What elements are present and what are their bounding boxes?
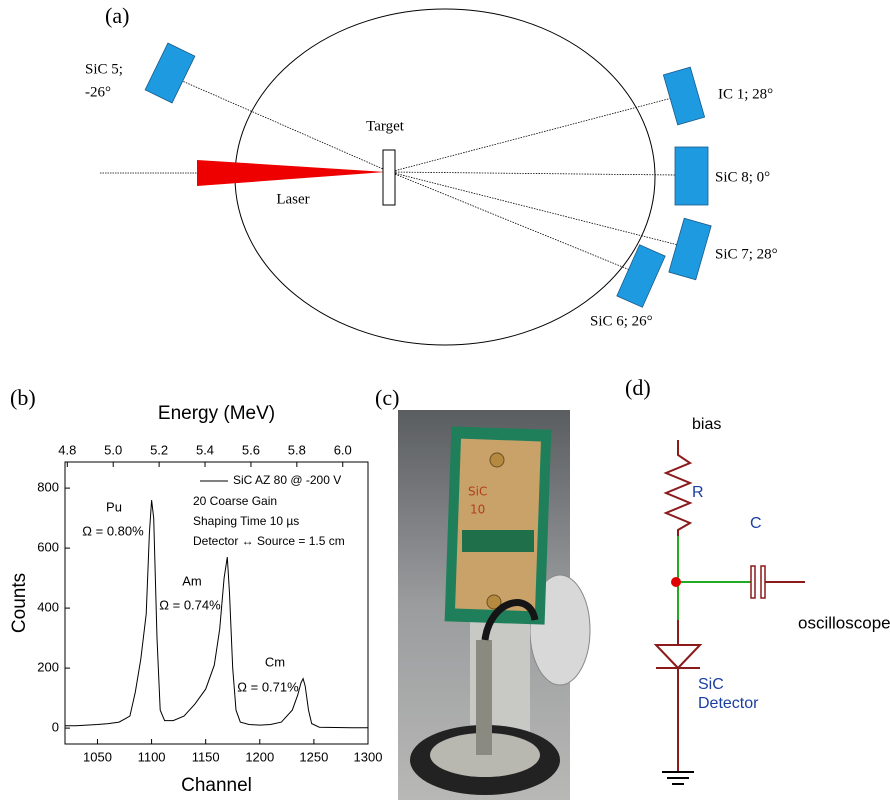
detector — [662, 66, 706, 126]
x2-tick-label: 4.8 — [58, 442, 76, 457]
y-tick-label: 800 — [37, 480, 59, 495]
note: 20 Coarse Gain — [193, 494, 277, 508]
panel-d: (d) bias R C oscilloscope SiC Detector — [625, 375, 890, 785]
photo-cable — [481, 599, 539, 641]
trajectory — [389, 171, 679, 246]
bias-label: bias — [692, 416, 721, 433]
x-tick-label: 1300 — [354, 749, 383, 764]
panel-c: (c) SiC 10 — [375, 385, 591, 800]
x2-tick-label: 6.0 — [334, 442, 352, 457]
laser-label: Laser — [276, 191, 309, 207]
x2-tick-label: 5.6 — [242, 442, 260, 457]
panel-a: (a) Target Laser SiC 5; -26° IC 1; 28° S… — [85, 3, 778, 346]
note: Detector ↔ Source = 1.5 cm — [193, 534, 345, 548]
x-tick-label: 1100 — [138, 749, 166, 764]
annotation: Cm — [265, 654, 285, 669]
laser-beam — [197, 160, 386, 186]
x2-tick-label: 5.8 — [288, 442, 306, 457]
board-text: SiC — [468, 485, 487, 499]
annotation: Ω = 0.80% — [82, 523, 144, 538]
trajectory — [179, 79, 391, 173]
note: Shaping Time 10 µs — [193, 514, 299, 528]
x-axis-title: Channel — [181, 775, 252, 796]
resistor — [663, 440, 693, 536]
diode-label: Detector — [698, 695, 759, 712]
detector — [144, 42, 196, 104]
trajectory — [389, 171, 631, 271]
y-tick-label: 0 — [52, 720, 59, 735]
panel-label: (a) — [105, 3, 129, 28]
annotation: Am — [182, 573, 202, 588]
junction — [671, 577, 681, 587]
capacitor-plate — [750, 565, 756, 599]
detector-label: SiC 6; 26° — [590, 313, 653, 329]
x2-tick-label: 5.4 — [196, 442, 214, 457]
trajectory — [389, 97, 673, 173]
panel-b: (b) 1050 1100 1150 1200 1250 1300 0 200 400 600 80… — [9, 385, 382, 796]
trajectory — [389, 171, 677, 176]
photo-screw — [489, 452, 505, 468]
target — [382, 149, 396, 206]
detector — [674, 146, 709, 206]
resistor-label: R — [692, 484, 704, 501]
diode — [653, 644, 703, 670]
photo-chip — [462, 530, 534, 552]
y-tick-label: 200 — [37, 660, 59, 675]
board-text: 10 — [470, 503, 485, 517]
x2-axis-title: Energy (MeV) — [158, 403, 275, 424]
plot-frame — [64, 461, 369, 745]
x2-tick-label: 5.2 — [150, 442, 168, 457]
capacitor-label: C — [750, 515, 762, 532]
legend-label: SiC AZ 80 @ -200 V — [233, 473, 341, 487]
x-tick-label: 1150 — [192, 749, 220, 764]
detector-label: IC 1; 28° — [718, 86, 773, 102]
photo-board-pad — [455, 438, 541, 612]
capacitor-plate — [760, 565, 766, 599]
annotation: Ω = 0.71% — [237, 679, 299, 694]
panel-label: (c) — [375, 385, 399, 410]
y-axis-title: Counts — [9, 573, 30, 633]
trajectories — [179, 79, 679, 271]
diode-label: SiC — [698, 676, 724, 693]
annotation: Pu — [106, 499, 122, 514]
photo-connector — [476, 640, 492, 755]
panel-label: (b) — [10, 385, 36, 410]
x-tick-label: 1250 — [299, 749, 328, 764]
x-tick-label: 1050 — [83, 749, 112, 764]
y-tick-label: 600 — [37, 540, 59, 555]
photo-screw — [486, 594, 502, 610]
detector — [668, 217, 712, 281]
y-tick-label: 400 — [37, 600, 59, 615]
detector — [616, 244, 666, 308]
detector-label: SiC 7; 28° — [715, 246, 778, 262]
detector-label: SiC 8; 0° — [715, 169, 770, 185]
output-label: oscilloscope — [798, 613, 890, 632]
x-tick-label: 1200 — [245, 749, 274, 764]
target-label: Target — [366, 118, 405, 134]
detectors — [144, 42, 712, 308]
detector-label: -26° — [85, 84, 111, 100]
annotation: Ω = 0.74% — [159, 597, 221, 612]
detector-label: SiC 5; — [85, 61, 123, 77]
x2-tick-label: 5.0 — [104, 442, 122, 457]
panel-label: (d) — [625, 375, 651, 400]
spectrum-line — [65, 500, 368, 729]
